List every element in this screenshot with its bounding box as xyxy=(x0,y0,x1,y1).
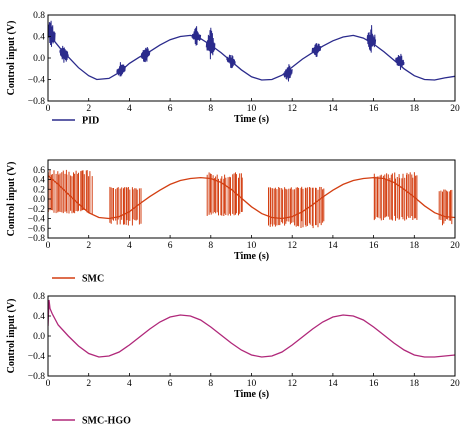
y-tick-label: 0.8 xyxy=(33,11,45,21)
chart-panel-1: 0 2 4 6 8 10 12 14 16 18 20 0.8 0.4 0.0 −0.4 −0.8 Time (… xyxy=(6,11,460,127)
chatter-burst xyxy=(226,54,236,69)
y-tick-label: 0.0 xyxy=(33,54,45,64)
x-tick-label: 12 xyxy=(287,241,297,251)
chart-panel-2: 0 2 4 6 8 10 12 14 16 18 200.60.40.20.0−0.2−0.4−0.… xyxy=(6,159,460,285)
y-tick-label: −0.6 xyxy=(28,224,45,234)
series-line xyxy=(48,175,455,220)
y-tick-label: −0.8 xyxy=(28,97,45,107)
y-tick-label: −0.8 xyxy=(28,234,45,244)
y-tick-label: −0.2 xyxy=(28,205,45,215)
x-tick-label: 8 xyxy=(208,379,213,389)
x-tick-label: 8 xyxy=(208,241,213,251)
y-tick-label: 0.4 xyxy=(33,312,45,322)
plot-area xyxy=(48,169,455,229)
x-tick-label: 4 xyxy=(127,104,132,114)
y-tick-label: 0.4 xyxy=(33,176,45,186)
chatter-burst xyxy=(395,53,405,70)
x-axis-label: Time (s) xyxy=(234,114,269,125)
x-axis-label: Time (s) xyxy=(234,251,269,262)
legend: SMC xyxy=(52,274,104,285)
chatter-burst xyxy=(283,64,293,82)
x-tick-label: 6 xyxy=(168,379,173,389)
x-tick-label: 14 xyxy=(328,241,338,251)
y-tick-label: 0.6 xyxy=(33,166,45,176)
x-tick-label: 12 xyxy=(287,104,297,114)
x-tick-label: 8 xyxy=(208,104,213,114)
x-tick-label: 14 xyxy=(328,379,338,389)
x-tick-label: 12 xyxy=(287,379,297,389)
y-axis-label: Control input (V) xyxy=(6,162,17,237)
x-tick-label: 10 xyxy=(247,241,257,251)
x-tick-label: 20 xyxy=(450,104,460,114)
x-tick-label: 20 xyxy=(450,379,460,389)
x-tick-label: 16 xyxy=(369,241,379,251)
chatter-burst xyxy=(311,43,322,58)
chatter-burst xyxy=(59,45,69,63)
series-line xyxy=(48,29,455,81)
x-tick-label: 18 xyxy=(410,241,420,251)
plot-frame xyxy=(47,295,456,377)
series-line xyxy=(48,299,455,358)
x-axis-label: Time (s) xyxy=(234,389,269,400)
chatter-burst xyxy=(366,25,377,53)
legend-label: PID xyxy=(82,116,99,127)
x-tick-label: 2 xyxy=(86,379,91,389)
plot-area xyxy=(48,20,455,82)
x-tick-label: 20 xyxy=(450,241,460,251)
y-tick-label: −0.4 xyxy=(28,352,45,362)
chatter-burst xyxy=(205,27,216,60)
chart-panel-3: 0 2 4 6 8 10 12 14 16 18 20 0.8 0.4 0.0 −0.4 −0.8 Time (… xyxy=(6,292,460,427)
x-tick-label: 6 xyxy=(168,241,173,251)
y-tick-label: −0.4 xyxy=(28,76,45,86)
x-tick-label: 10 xyxy=(247,379,257,389)
x-tick-label: 18 xyxy=(410,104,420,114)
y-tick-label: 0.2 xyxy=(33,185,45,195)
x-tick-label: 2 xyxy=(86,241,91,251)
legend: SMC-HGO xyxy=(52,416,131,427)
x-tick-label: 14 xyxy=(328,104,338,114)
x-tick-label: 18 xyxy=(410,379,420,389)
x-tick-label: 2 xyxy=(86,104,91,114)
x-tick-label: 0 xyxy=(46,241,51,251)
y-tick-label: 0.0 xyxy=(33,195,45,205)
y-tick-label: 0.4 xyxy=(33,33,45,43)
chatter-burst xyxy=(116,62,126,77)
x-tick-label: 6 xyxy=(168,104,173,114)
plot-frame xyxy=(47,14,456,102)
legend-label: SMC-HGO xyxy=(82,416,131,427)
y-tick-label: 0.0 xyxy=(33,332,45,342)
x-tick-label: 4 xyxy=(127,241,132,251)
legend: PID xyxy=(52,116,99,127)
chatter-burst xyxy=(140,46,151,63)
y-tick-label: −0.8 xyxy=(28,372,45,382)
x-tick-label: 4 xyxy=(127,379,132,389)
y-axis-label: Control input (V) xyxy=(6,299,17,374)
x-tick-label: 16 xyxy=(369,104,379,114)
x-tick-label: 0 xyxy=(46,104,51,114)
y-tick-label: 0.8 xyxy=(33,292,45,302)
y-tick-label: −0.4 xyxy=(28,215,45,225)
plot-area xyxy=(48,299,455,358)
legend-label: SMC xyxy=(82,274,104,285)
x-tick-label: 0 xyxy=(46,379,51,389)
chatter-burst xyxy=(48,20,56,47)
chatter-burst xyxy=(191,26,202,46)
y-axis-label: Control input (V) xyxy=(6,21,17,96)
x-tick-label: 16 xyxy=(369,379,379,389)
plot-frame xyxy=(47,159,456,239)
x-tick-label: 10 xyxy=(247,104,257,114)
